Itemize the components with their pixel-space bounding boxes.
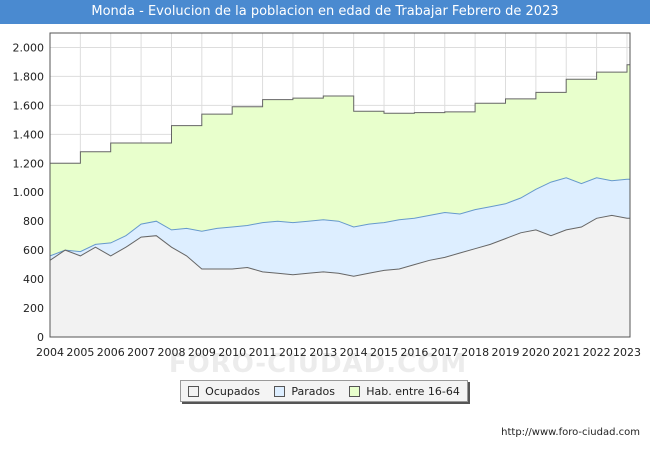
x-tick-label: 2023 bbox=[613, 346, 641, 359]
y-tick-label: 1.600 bbox=[13, 99, 45, 112]
x-tick-label: 2007 bbox=[127, 346, 155, 359]
x-tick-label: 2009 bbox=[188, 346, 216, 359]
legend-item-hab: Hab. entre 16-64 bbox=[349, 385, 460, 398]
line-ocupados bbox=[49, 214, 630, 277]
legend-label-parados: Parados bbox=[291, 384, 335, 398]
legend: Ocupados Parados Hab. entre 16-64 bbox=[180, 380, 468, 402]
y-tick-label: 1.200 bbox=[13, 157, 45, 170]
x-tick-label: 2015 bbox=[370, 346, 398, 359]
axes bbox=[49, 32, 631, 338]
x-tick-labels: 2004 2005 2006 2007 2008 2009 2010 2011 2012 2013… bbox=[36, 346, 641, 359]
x-tick-label: 2012 bbox=[279, 346, 307, 359]
x-tick-label: 2014 bbox=[340, 346, 368, 359]
x-tick-label: 2022 bbox=[583, 346, 611, 359]
line-hab-16-64 bbox=[50, 64, 630, 164]
y-tick-label: 0 bbox=[37, 331, 44, 344]
x-tick-label: 2013 bbox=[309, 346, 337, 359]
legend-label-hab: Hab. entre 16-64 bbox=[366, 384, 460, 398]
legend-swatch-ocupados bbox=[188, 385, 200, 397]
x-tick-label: 2006 bbox=[97, 346, 125, 359]
y-tick-label: 800 bbox=[23, 215, 44, 228]
y-tick-labels: 0 200 400 600 800 1.000 1.200 1.400 1.600 1.800 2.… bbox=[13, 41, 45, 344]
x-tick-label: 2020 bbox=[522, 346, 550, 359]
y-tick-label: 600 bbox=[23, 244, 44, 257]
area-ocupados bbox=[50, 215, 630, 337]
x-tick-label: 2021 bbox=[552, 346, 580, 359]
y-tick-label: 200 bbox=[23, 302, 44, 315]
x-tick-label: 2016 bbox=[400, 346, 428, 359]
x-tick-label: 2010 bbox=[218, 346, 246, 359]
legend-swatch-hab bbox=[349, 385, 361, 397]
y-tick-label: 1.000 bbox=[13, 186, 45, 199]
y-tick-label: 2.000 bbox=[13, 41, 45, 54]
plot-frame bbox=[49, 32, 631, 338]
legend-label-ocupados: Ocupados bbox=[205, 384, 261, 398]
legend-item-ocupados: Ocupados bbox=[188, 385, 260, 398]
y-tick-label: 1.800 bbox=[13, 70, 45, 83]
x-tick-label: 2018 bbox=[461, 346, 489, 359]
chart-title: Monda - Evolucion de la poblacion en eda… bbox=[0, 0, 650, 24]
footer-url[interactable]: http://www.foro-ciudad.com bbox=[501, 427, 640, 438]
x-tick-label: 2017 bbox=[431, 346, 459, 359]
legend-item-parados: Parados bbox=[274, 385, 335, 398]
x-tick-label: 2019 bbox=[491, 346, 519, 359]
watermark: FORO-CIUDAD.COM bbox=[169, 349, 467, 379]
legend-swatch-parados bbox=[274, 385, 286, 397]
line-parados bbox=[49, 177, 630, 257]
y-tick-label: 400 bbox=[23, 273, 44, 286]
x-tick-label: 2004 bbox=[36, 346, 64, 359]
x-tick-label: 2011 bbox=[249, 346, 277, 359]
chart-areas bbox=[49, 64, 630, 338]
x-tick-label: 2008 bbox=[157, 346, 185, 359]
y-tick-label: 1.400 bbox=[13, 128, 45, 141]
x-tick-label: 2005 bbox=[66, 346, 94, 359]
